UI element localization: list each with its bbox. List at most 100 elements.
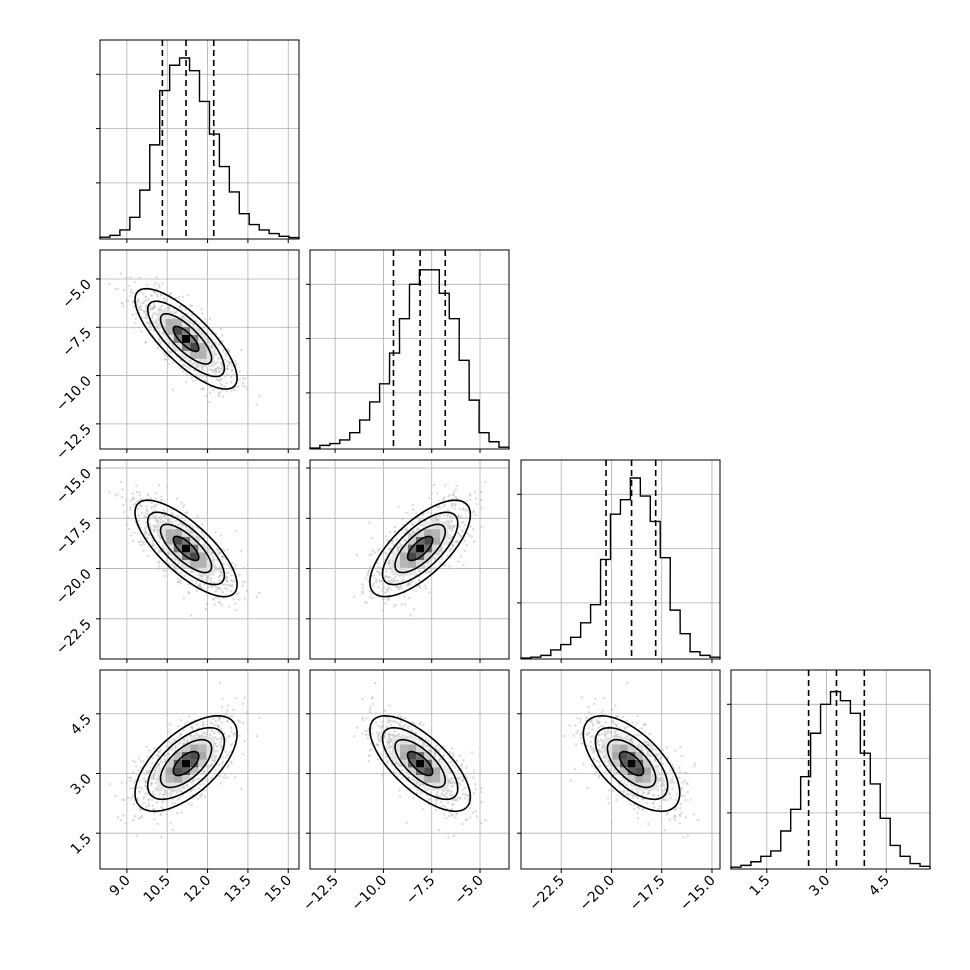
sample-point — [211, 369, 215, 372]
sample-point — [214, 768, 218, 772]
sample-point — [455, 484, 458, 488]
sample-point — [135, 765, 138, 768]
sample-point — [444, 765, 447, 768]
sample-point — [243, 385, 246, 388]
sample-point — [150, 775, 154, 778]
sample-point — [458, 525, 461, 529]
sample-point — [210, 332, 213, 336]
sample-point — [205, 395, 208, 398]
sample-point — [442, 514, 446, 517]
density-cell — [157, 521, 166, 530]
sample-point — [411, 503, 414, 507]
sample-point — [153, 773, 156, 777]
sample-point — [226, 720, 229, 723]
scatter-panel-2-0 — [96, 459, 300, 663]
sample-point — [402, 576, 405, 579]
density-cell — [440, 521, 449, 530]
sample-point — [455, 811, 458, 815]
sample-point — [433, 556, 436, 560]
sample-point — [161, 569, 165, 572]
sample-point — [214, 362, 217, 365]
density-cell — [424, 774, 433, 783]
sample-point — [405, 821, 408, 825]
sample-point — [190, 726, 193, 729]
sample-point — [127, 284, 131, 287]
sample-point — [439, 548, 443, 551]
sample-point — [223, 375, 227, 378]
sample-point — [143, 780, 147, 783]
sample-point — [227, 764, 230, 768]
sample-point — [164, 569, 167, 573]
sample-point — [388, 559, 391, 562]
sample-point — [181, 315, 185, 318]
sample-point — [574, 724, 577, 727]
sample-point — [385, 569, 388, 573]
sample-point — [131, 786, 135, 789]
sample-point — [226, 563, 230, 566]
sample-point — [190, 376, 193, 379]
density-cell — [432, 544, 441, 553]
sample-point — [120, 496, 124, 499]
density-cell — [165, 767, 174, 775]
scatter-panel-3-0 — [96, 669, 300, 873]
sample-point — [194, 364, 198, 368]
sample-point — [453, 781, 456, 785]
sample-point — [255, 595, 259, 599]
sample-point — [679, 807, 682, 810]
sample-point — [191, 525, 195, 529]
sample-point — [150, 777, 153, 780]
contour-line — [394, 738, 447, 789]
sample-point — [448, 814, 451, 818]
sample-point — [226, 588, 229, 591]
sample-point — [231, 365, 234, 368]
sample-point — [200, 578, 204, 581]
sample-point — [214, 720, 217, 723]
sample-point — [379, 740, 382, 743]
sample-point — [169, 821, 172, 825]
sample-point — [234, 602, 237, 605]
sample-point — [364, 600, 367, 604]
sample-point — [146, 536, 149, 539]
sample-point — [255, 734, 259, 738]
sample-point — [218, 737, 221, 741]
density-cell — [181, 774, 191, 783]
panel-frame — [309, 459, 510, 660]
sample-point — [139, 816, 143, 819]
sample-point — [220, 735, 223, 739]
sample-point — [219, 587, 222, 591]
sample-point — [225, 372, 229, 376]
sample-point — [170, 350, 173, 354]
sample-point — [445, 796, 448, 799]
sample-point — [390, 763, 394, 767]
sample-point — [472, 509, 476, 513]
density-cell — [198, 560, 207, 568]
sample-point — [241, 376, 245, 380]
sample-point — [138, 779, 141, 782]
sample-point — [144, 295, 148, 299]
sample-point — [438, 795, 442, 798]
sample-point — [137, 514, 140, 517]
sample-point — [152, 543, 156, 547]
sample-point — [369, 711, 372, 714]
sample-point — [443, 564, 447, 567]
sample-point — [122, 510, 126, 514]
sample-point — [563, 734, 566, 738]
density-cell — [408, 536, 417, 545]
sample-point — [201, 773, 205, 776]
sample-point — [230, 569, 233, 572]
sample-point — [414, 731, 418, 735]
sample-point — [232, 374, 235, 377]
sample-point — [388, 750, 392, 753]
sample-point — [216, 360, 219, 364]
sample-point — [209, 341, 212, 345]
scatter-points — [108, 480, 261, 617]
sample-point — [241, 384, 244, 388]
sample-point — [157, 762, 161, 766]
sample-point — [176, 736, 179, 739]
density-cell — [173, 752, 182, 760]
sample-point — [237, 385, 240, 389]
sample-point — [213, 731, 216, 735]
sample-point — [148, 798, 151, 801]
sample-point — [430, 492, 433, 495]
sample-point — [217, 600, 220, 604]
